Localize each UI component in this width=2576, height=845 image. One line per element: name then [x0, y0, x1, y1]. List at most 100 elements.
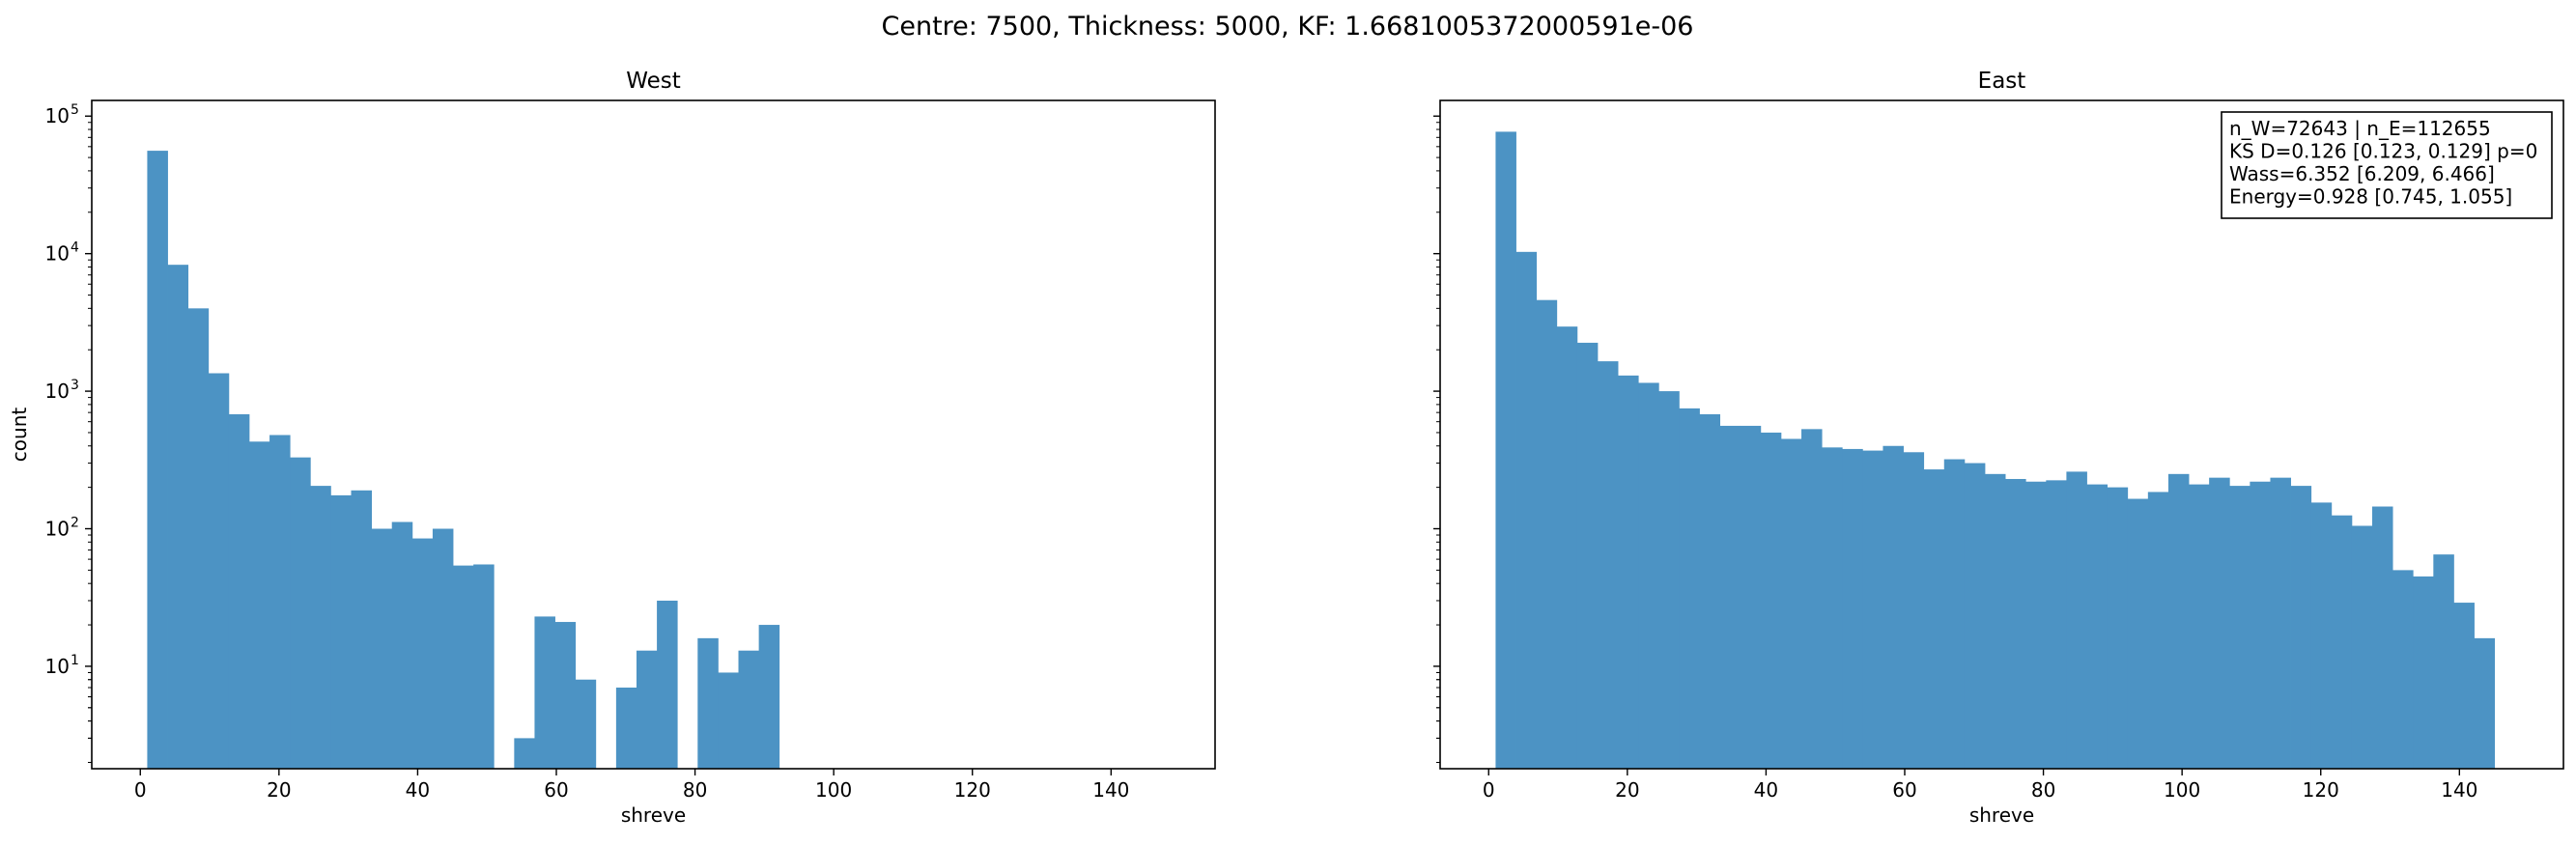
histogram-bar	[575, 679, 597, 769]
histogram-bar	[738, 650, 760, 769]
histogram-bar	[1882, 445, 1904, 769]
histogram-bars	[147, 151, 780, 770]
x-tick-label: 20	[267, 778, 291, 802]
histogram-bar	[473, 564, 495, 769]
y-tick-label-exponent: 5	[71, 102, 79, 118]
y-tick-label-exponent: 4	[71, 240, 79, 256]
histogram-bar	[636, 650, 658, 769]
y-axis-label: count	[8, 408, 31, 463]
histogram-bar	[310, 486, 331, 769]
y-tick-label: 10	[45, 655, 70, 678]
histogram-bar	[1964, 463, 1986, 769]
histogram-bar	[2250, 481, 2271, 769]
histogram-bar	[534, 616, 555, 769]
y-tick-label: 10	[45, 242, 70, 266]
east-panel: 0 20 40 60 80 100 120 140 East shreve n_W=72643 | …	[1433, 69, 2564, 827]
histogram-bar	[2209, 477, 2230, 769]
x-tick-label: 60	[544, 778, 568, 802]
x-tick-label: 80	[2031, 778, 2055, 802]
histogram-bar	[2229, 486, 2250, 769]
histogram-bar	[269, 435, 291, 769]
histogram-bar	[615, 687, 637, 769]
histogram-bar	[351, 490, 373, 769]
histogram-bar	[1515, 251, 1538, 770]
histogram-bar	[2433, 554, 2454, 769]
x-tick-label: 100	[815, 778, 852, 802]
histogram-bar	[1536, 299, 1558, 769]
histogram-bar	[1862, 450, 1883, 769]
histogram-bar	[1780, 438, 1802, 769]
histogram-bar	[1576, 342, 1599, 769]
histogram-bar	[1923, 469, 1945, 769]
histogram-bar	[1658, 391, 1680, 769]
histogram-bar	[2086, 484, 2109, 769]
axes-title: West	[626, 69, 681, 94]
histogram-bar	[1903, 452, 1925, 769]
histogram-bar	[432, 528, 454, 769]
x-tick-label: 100	[2164, 778, 2200, 802]
y-axis-ticks	[1433, 115, 1440, 763]
histogram-bar	[2147, 492, 2169, 769]
axes-frame	[91, 99, 1216, 770]
figure-suptitle: Centre: 7500, Thickness: 5000, KF: 1.668…	[882, 12, 1694, 42]
x-tick-label: 40	[1754, 778, 1778, 802]
histogram-bar	[1556, 326, 1578, 769]
histogram-bar	[2167, 473, 2190, 769]
axes-frame	[1439, 99, 2564, 770]
histogram-bar	[2351, 525, 2373, 769]
histogram-bar	[228, 413, 250, 769]
histogram-bar	[2127, 498, 2149, 769]
histogram-bar	[514, 738, 535, 769]
x-tick-label: 0	[134, 778, 147, 802]
x-axis-ticks: 0 20 40 60 80 100 120 140	[1483, 769, 2477, 802]
y-tick-label-exponent: 2	[71, 516, 79, 531]
histogram-bar	[330, 494, 352, 769]
histogram-bar	[391, 521, 413, 769]
histogram-bar	[1760, 432, 1782, 769]
histogram-bar	[1984, 473, 2006, 769]
histogram-bar	[167, 265, 189, 769]
stats-box	[2221, 111, 2553, 219]
axes-title: East	[1978, 69, 2026, 94]
histogram-bar	[1495, 131, 1516, 769]
histogram-bar	[453, 565, 474, 769]
histogram-bar	[1842, 448, 1863, 769]
x-tick-label: 20	[1615, 778, 1639, 802]
y-tick-label-exponent: 3	[71, 378, 79, 393]
histogram-bar	[248, 441, 270, 769]
histogram-bar	[2413, 576, 2434, 769]
x-axis-label: shreve	[1969, 803, 2034, 827]
stats-line: n_W=72643 | n_E=112655	[2229, 117, 2491, 140]
x-tick-label: 60	[1892, 778, 1916, 802]
histogram-bar	[2025, 481, 2047, 769]
y-tick-label: 10	[45, 104, 70, 127]
histogram-bar	[1638, 382, 1659, 769]
histogram-bar	[1943, 459, 1966, 769]
histogram-bar	[187, 308, 210, 769]
histogram-bar	[208, 373, 230, 769]
histogram-bar	[2453, 603, 2475, 769]
histogram-bar	[2270, 477, 2291, 769]
histogram-bar	[2331, 515, 2353, 769]
x-tick-label: 140	[1092, 778, 1129, 802]
histogram-bars	[1495, 131, 2496, 770]
histogram-bar	[718, 672, 739, 769]
histogram-bar	[657, 600, 678, 769]
histogram-bar	[1822, 447, 1843, 769]
stats-line: Wass=6.352 [6.209, 6.466]	[2229, 162, 2495, 185]
histogram-bar	[2046, 480, 2067, 769]
histogram-bar	[147, 151, 168, 770]
histogram-bar	[1679, 408, 1700, 769]
histogram-bar	[554, 622, 577, 769]
x-tick-label: 0	[1483, 778, 1495, 802]
histogram-bar	[2372, 506, 2393, 769]
stats-line: Energy=0.928 [0.745, 1.055]	[2229, 185, 2512, 209]
y-tick-label: 10	[45, 380, 70, 403]
histogram-bar	[1719, 425, 1741, 769]
x-tick-label: 140	[2441, 778, 2477, 802]
histogram-bar	[2189, 484, 2210, 769]
histogram-bar	[290, 457, 311, 769]
